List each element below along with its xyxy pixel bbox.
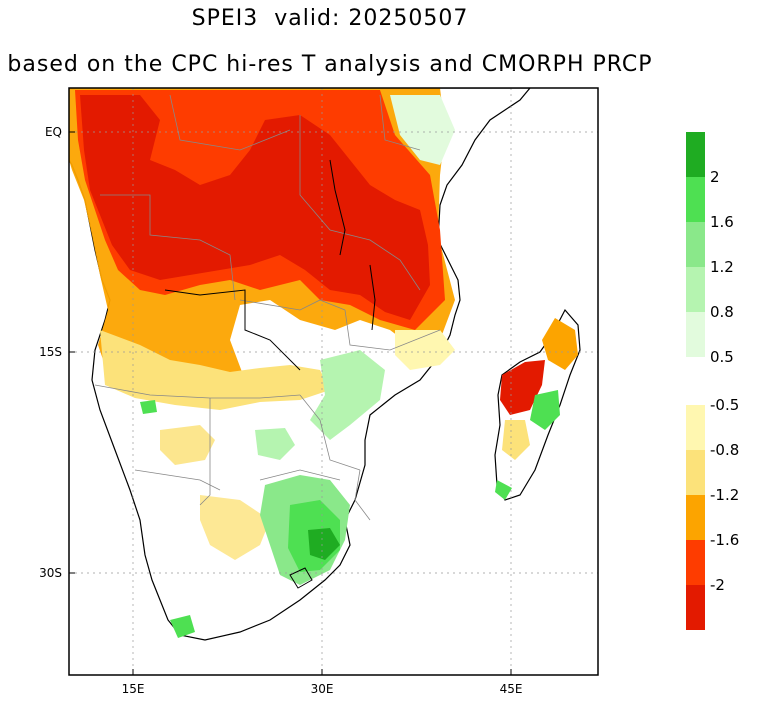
colorbar-dry-segment bbox=[686, 540, 705, 585]
wet-zone-cape-tip bbox=[170, 615, 195, 638]
colorbar-dry-label: -0.5 bbox=[710, 396, 739, 414]
colorbar-wet-label: 1.2 bbox=[710, 258, 734, 276]
colorbar-wet-segment bbox=[686, 267, 705, 312]
dry-anomaly-layer bbox=[69, 88, 578, 560]
dry-zone-cape bbox=[200, 495, 270, 560]
map-frame bbox=[68, 87, 599, 676]
wet-zone-south-africa-peak bbox=[308, 528, 340, 560]
colorbar-wet-segment bbox=[686, 132, 705, 177]
colorbar-dry-segment bbox=[686, 450, 705, 495]
colorbar-wet-bottom-label: 0.5 bbox=[710, 348, 734, 366]
colorbar-dry-segment bbox=[686, 585, 705, 630]
wet-zone-botswana bbox=[255, 428, 295, 460]
dry-zone-namibia bbox=[160, 425, 215, 465]
map-content bbox=[69, 88, 598, 675]
country-borders bbox=[94, 94, 441, 521]
colorbar-dry-label: -0.8 bbox=[710, 441, 739, 459]
lat-tick-eq: EQ bbox=[45, 125, 62, 139]
wet-zone-kenya bbox=[390, 95, 455, 165]
dry-zone-madagascar-north bbox=[542, 318, 578, 370]
dry-zone-extreme bbox=[80, 95, 430, 320]
colorbar-wet-segment bbox=[686, 222, 705, 267]
colorbar-dry-label: -1.6 bbox=[710, 531, 739, 549]
colorbar-wet-label: 1.6 bbox=[710, 213, 734, 231]
map-subtitle: based on the CPC hi-res T analysis and C… bbox=[7, 52, 653, 77]
graticule bbox=[69, 88, 598, 675]
colorbar-dry-segment bbox=[686, 495, 705, 540]
wet-anomaly-layer bbox=[140, 95, 560, 638]
colorbar-wet bbox=[686, 132, 705, 357]
dry-zone-south-angola bbox=[100, 330, 330, 410]
lat-tick-30s: 30S bbox=[39, 566, 62, 580]
lon-tick-30e: 30E bbox=[311, 682, 334, 696]
colorbar-dry-label: -1.2 bbox=[710, 486, 739, 504]
major-borders bbox=[164, 159, 376, 589]
wet-zone-madagascar-east bbox=[530, 390, 560, 430]
lat-tick-15s: 15S bbox=[39, 345, 62, 359]
map-title: SPEI3 valid: 20250507 bbox=[191, 6, 469, 31]
colorbar-dry-segment bbox=[686, 405, 705, 450]
dry-zone-mozambique-north bbox=[395, 330, 455, 370]
lake-tanganyika bbox=[329, 159, 346, 256]
colorbar-dry-label: -2 bbox=[710, 576, 725, 594]
wet-zone-angola-coast bbox=[140, 400, 157, 414]
colorbar-wet-label: 0.8 bbox=[710, 303, 734, 321]
colorbar-labels: 2 1.6 1.2 0.8 0.5 -0.5 -0.8 -1.2 -1.6 -2 bbox=[710, 168, 739, 594]
dry-zone-madagascar-south bbox=[502, 420, 530, 460]
colorbar-wet-segment bbox=[686, 177, 705, 222]
lake-malawi bbox=[369, 264, 376, 331]
wet-zone-madagascar-southwest bbox=[495, 480, 512, 500]
tick-marks bbox=[69, 131, 512, 675]
lon-tick-45e: 45E bbox=[500, 682, 523, 696]
wet-zone-zambezi bbox=[310, 350, 385, 440]
colorbar-wet-label: 2 bbox=[710, 168, 720, 186]
lon-tick-15e: 15E bbox=[122, 682, 145, 696]
colorbar-wet-segment bbox=[686, 312, 705, 357]
colorbar-dry bbox=[686, 405, 705, 630]
